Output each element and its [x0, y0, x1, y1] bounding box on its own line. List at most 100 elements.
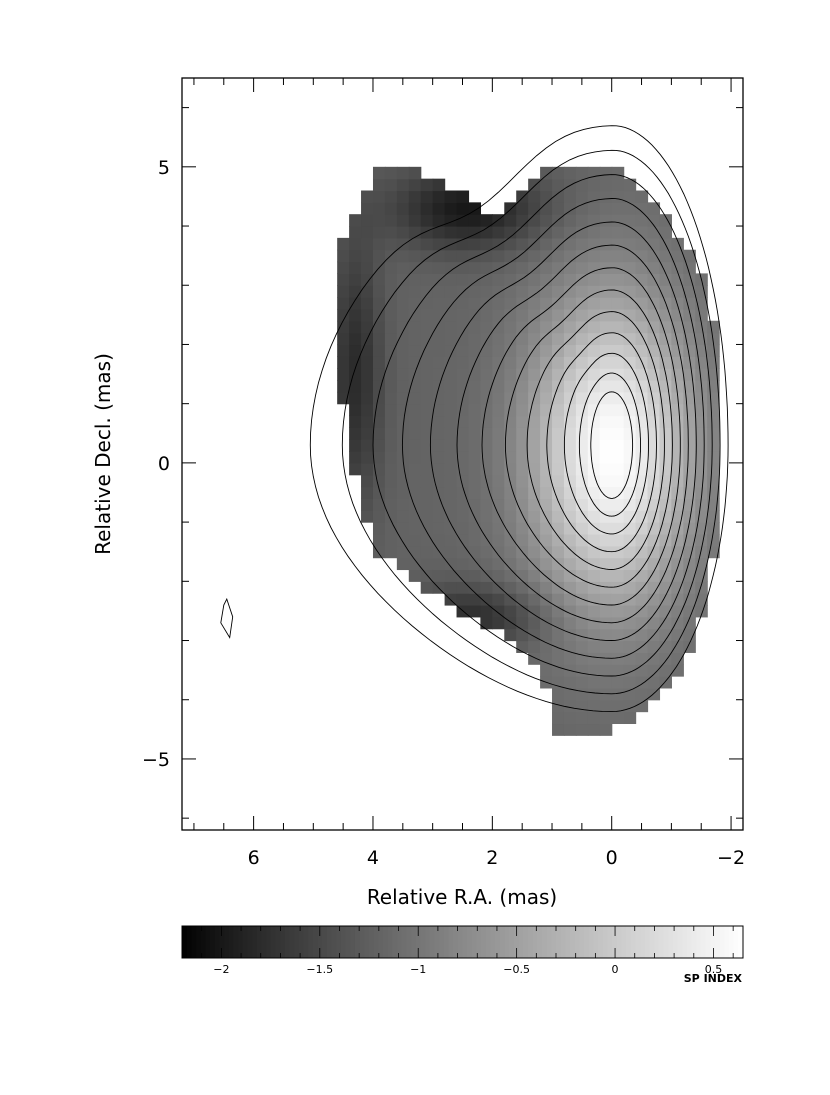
si-pixel [552, 320, 565, 334]
colorbar-tick-label: 0.5 [705, 963, 723, 976]
si-pixel [396, 261, 410, 274]
si-pixel [480, 368, 493, 381]
si-pixel [432, 320, 446, 334]
si-pixel [408, 190, 422, 203]
si-pixel [575, 581, 589, 594]
colorbar-step [345, 926, 351, 958]
si-pixel [635, 569, 649, 582]
si-pixel [552, 297, 565, 310]
si-pixel [623, 640, 637, 653]
si-pixel [444, 320, 458, 334]
si-pixel [695, 545, 708, 559]
si-pixel [623, 320, 637, 334]
si-pixel [599, 178, 613, 192]
si-pixel [408, 368, 422, 381]
si-pixel [420, 344, 434, 357]
si-pixel [516, 462, 529, 476]
colorbar-tick-label: −1.5 [306, 963, 333, 976]
si-pixel [504, 226, 517, 239]
si-pixel [671, 510, 684, 523]
si-pixel [432, 557, 446, 571]
si-pixel [337, 308, 350, 322]
si-pixel [396, 332, 410, 346]
si-pixel [456, 332, 470, 346]
si-pixel [528, 569, 541, 582]
si-pixel [516, 522, 529, 535]
si-pixel [647, 462, 661, 476]
si-pixel [611, 640, 625, 653]
si-pixel [623, 427, 637, 440]
si-pixel [420, 190, 434, 203]
si-pixel [647, 368, 661, 381]
si-pixel [575, 166, 589, 180]
si-pixel [552, 415, 565, 428]
intensity-contour [481, 267, 681, 606]
si-pixel [599, 320, 613, 334]
si-pixel [420, 462, 434, 476]
si-pixel [384, 226, 398, 239]
si-pixel [647, 486, 661, 500]
si-pixel [420, 273, 434, 286]
si-pixel [396, 285, 410, 298]
colorbar-step [700, 926, 707, 958]
si-pixel [361, 368, 374, 381]
si-pixel [587, 545, 601, 559]
si-pixel [444, 356, 458, 369]
si-pixel [611, 676, 625, 689]
si-pixel [492, 616, 505, 630]
si-pixel [480, 403, 493, 417]
si-pixel [683, 545, 696, 559]
si-pixel [575, 214, 589, 227]
si-pixel [575, 604, 589, 618]
si-pixel [504, 569, 517, 582]
si-pixel [563, 202, 577, 215]
si-pixel [528, 344, 541, 357]
si-pixel [468, 486, 482, 500]
si-pixel [540, 533, 553, 547]
si-pixel [611, 261, 625, 274]
si-pixel [432, 439, 446, 452]
si-pixel [635, 652, 649, 665]
x-tick-label: 6 [248, 847, 260, 869]
si-pixel [707, 439, 720, 452]
si-pixel [528, 379, 541, 393]
si-pixel [659, 261, 672, 274]
si-pixel [361, 214, 374, 227]
si-pixel [444, 415, 458, 428]
si-pixel [552, 616, 565, 630]
si-pixel [528, 214, 541, 227]
si-pixel [611, 273, 625, 286]
si-pixel [611, 593, 625, 606]
si-pixel [349, 344, 362, 357]
si-pixel [480, 498, 493, 511]
si-pixel [635, 344, 649, 357]
si-pixel [552, 569, 565, 582]
si-pixel [587, 687, 601, 701]
si-pixel [659, 581, 672, 594]
si-pixel [552, 652, 565, 665]
si-pixel [504, 593, 517, 606]
si-pixel [611, 320, 625, 334]
si-pixel [456, 569, 470, 582]
si-pixel [671, 249, 684, 263]
si-pixel [647, 593, 661, 606]
si-pixel [528, 557, 541, 571]
si-pixel [671, 237, 684, 251]
si-pixel [516, 285, 529, 298]
colorbar-step [728, 926, 735, 958]
si-pixel [695, 498, 708, 511]
si-pixel [420, 474, 434, 488]
si-pixel [408, 356, 422, 369]
si-pixel [587, 652, 601, 665]
si-pixel [587, 664, 601, 677]
si-pixel [635, 415, 649, 428]
si-pixel [396, 226, 410, 239]
si-pixel [587, 486, 601, 500]
si-pixel [504, 403, 517, 417]
si-pixel [504, 237, 517, 251]
si-pixel [432, 569, 446, 582]
si-pixel [683, 308, 696, 322]
si-pixel [575, 545, 589, 559]
si-pixel [563, 344, 577, 357]
spectral-index-pixels [337, 166, 720, 736]
